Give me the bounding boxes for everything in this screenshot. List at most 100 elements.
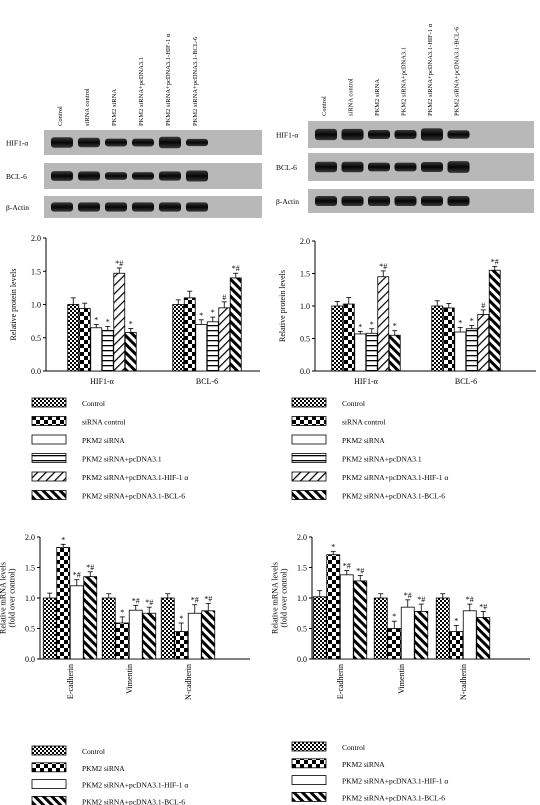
x-category-label: Vimentin [125,664,134,694]
bar-chart: 0.0 0.5 1.0 1.5 2.0 Relative mRNA levels (fold… [0,533,250,805]
bar [449,631,464,660]
western-blot-panel: Control siRNA control PKM2 siRNA PKM2 siRNA… [276,23,534,213]
bar [67,304,80,372]
legend-label: PKM2 siRNA+pcDNA3.1-HIF-1 α [82,473,188,482]
western-blots: Control siRNA control PKM2 siRNA PKM2 siRNA… [6,23,534,218]
blot-band [51,202,73,212]
bar [187,612,202,660]
legend-label: PKM2 siRNA+pcDNA3.1 [82,455,162,464]
bar [365,332,378,372]
lane-label: PKM2 siRNA+pcDNA3.1 [401,47,408,116]
y-axis-label: (fold over control) [8,568,17,627]
legend-swatch [291,471,327,482]
y-tick-label: 1.5 [297,564,307,573]
significance-mark: *# [417,595,425,604]
significance-mark: # [222,293,226,302]
legend-swatch [31,796,67,805]
bar [69,585,84,660]
blot-band [159,202,181,212]
bar-chart: 0.0 0.5 1.0 1.5 2.0 Relative protein levels * *… [9,234,260,501]
blot-band [341,161,364,173]
blot-band [341,128,364,141]
significance-mark: * [199,311,203,320]
blot-band [394,162,417,172]
blot-band [421,162,443,172]
blot-band [105,202,127,212]
x-category-label: BCL-6 [455,377,477,386]
legend-swatch [291,416,327,426]
lane-label: PKM2 siRNA [374,79,381,116]
y-tick-label: 1.5 [31,267,41,276]
bar [174,631,189,660]
blot-band [105,138,127,147]
bar [400,606,415,660]
western-blot-panel: Control siRNA control PKM2 siRNA PKM2 siRNA… [6,33,262,218]
bar [465,328,478,372]
significance-mark: *# [404,591,412,600]
blot-band [78,202,100,212]
bar [354,333,367,372]
bar [477,314,490,372]
legend-swatch [31,490,67,500]
legend-swatch [31,453,67,463]
bar [342,303,355,372]
significance-mark: *# [86,563,94,572]
significance-mark: * [358,322,362,331]
legend-swatch [291,792,327,802]
legend-swatch [31,416,67,426]
blot-band [159,136,181,149]
legend-swatch [291,490,327,500]
y-tick-label: 0.5 [25,625,35,634]
significance-mark: * [179,614,183,623]
bar [195,324,208,372]
bar [388,334,401,372]
y-tick-label: 0.5 [297,625,307,634]
bar [160,597,175,660]
blot-row-label: BCL-6 [6,172,27,181]
significance-mark: * [470,317,474,326]
bar [90,327,103,372]
blot-band [368,129,390,140]
y-tick-label: 0.0 [31,367,41,376]
blot-band [159,171,181,181]
significance-mark: * [458,318,462,327]
lane-label: Control [57,106,64,126]
legend-swatch [31,762,67,773]
legend-label: PKM2 siRNA+pcDNA3.1-BCL-6 [82,492,185,501]
legend-label: PKM2 siRNA+pcDNA3.1-HIF-1 α [82,781,188,790]
legend-swatch [291,453,327,463]
blot-band [51,171,73,181]
bar [124,332,137,372]
blot-band [132,138,154,147]
blot-band [78,137,100,148]
blot-row-label: HIF1-α [6,139,28,148]
blot-band [51,137,73,148]
lane-label: PKM2 siRNA+pcDNA3.1-HIF-1 α [165,33,172,126]
blot-band [315,128,337,141]
y-tick-label: 2.0 [25,533,35,542]
bar [218,307,231,372]
y-tick-label: 0.0 [297,655,307,664]
lane-label: PKM2 siRNA+pcDNA3.1-BCL-6 [454,26,461,116]
bar [476,617,491,660]
y-axis-label: Relative protein levels [278,270,287,342]
blot-band [341,195,364,207]
bar [101,330,114,372]
blot-band [186,170,208,182]
legend-label: Control [342,743,365,752]
blot-row-label: β-Actin [6,203,29,212]
blot-band [132,202,154,212]
y-tick-label: 1.0 [31,301,41,310]
bar-charts: 0.0 0.5 1.0 1.5 2.0 Relative protein levels * *… [0,234,536,805]
y-tick-label: 0.5 [31,334,41,343]
bar [326,554,341,660]
significance-mark: *# [356,566,364,575]
bar [414,611,429,660]
blot-band [421,128,443,141]
lane-label: PKM2 siRNA+pcDNA3.1-BCL-6 [192,36,199,126]
legend-label: PKM2 siRNA [342,436,385,445]
x-category-label: N-cadherin [459,664,468,700]
blot-row-label: β-Actin [276,197,299,206]
lane-label: siRNA control [84,88,91,126]
